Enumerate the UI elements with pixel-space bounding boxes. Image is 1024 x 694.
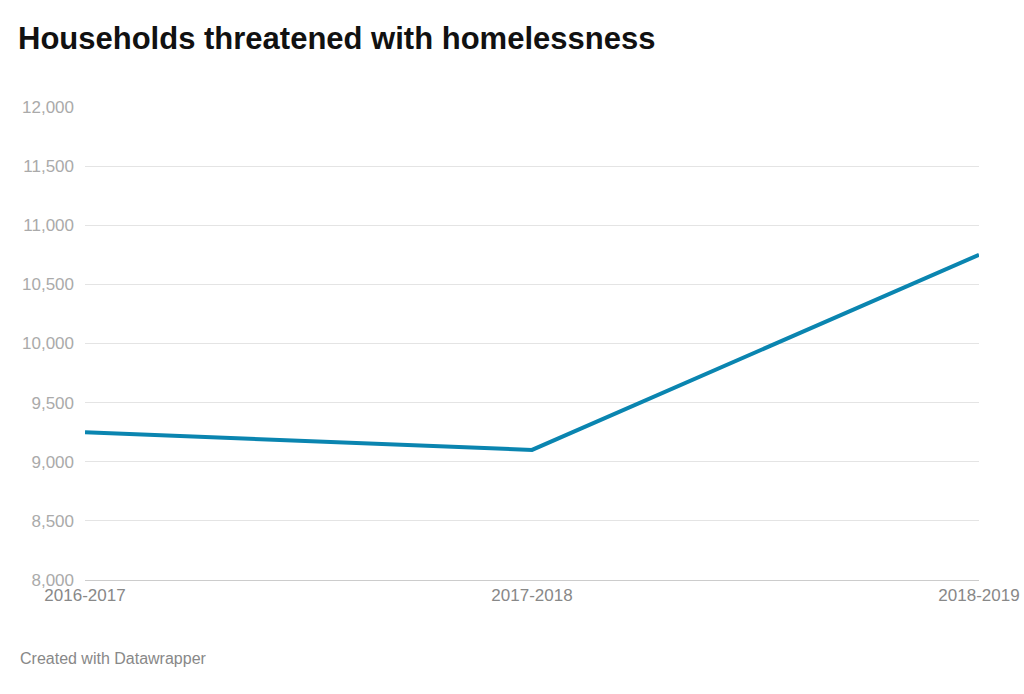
svg-text:10,000: 10,000 [22, 334, 74, 353]
svg-text:Households threatened with hom: Households threatened with homelessness [18, 21, 655, 56]
svg-text:11,000: 11,000 [23, 216, 74, 235]
svg-text:2018-2019: 2018-2019 [938, 586, 1019, 605]
svg-text:10,500: 10,500 [22, 275, 74, 294]
svg-text:11,500: 11,500 [23, 157, 74, 176]
svg-text:9,500: 9,500 [31, 394, 74, 413]
svg-text:8,000: 8,000 [31, 571, 74, 590]
svg-text:Created with Datawrapper: Created with Datawrapper [20, 650, 207, 667]
svg-text:8,500: 8,500 [31, 512, 74, 531]
svg-text:2016-2017: 2016-2017 [44, 586, 125, 605]
svg-text:2017-2018: 2017-2018 [491, 586, 572, 605]
svg-text:12,000: 12,000 [22, 98, 74, 117]
svg-text:9,000: 9,000 [31, 453, 74, 472]
